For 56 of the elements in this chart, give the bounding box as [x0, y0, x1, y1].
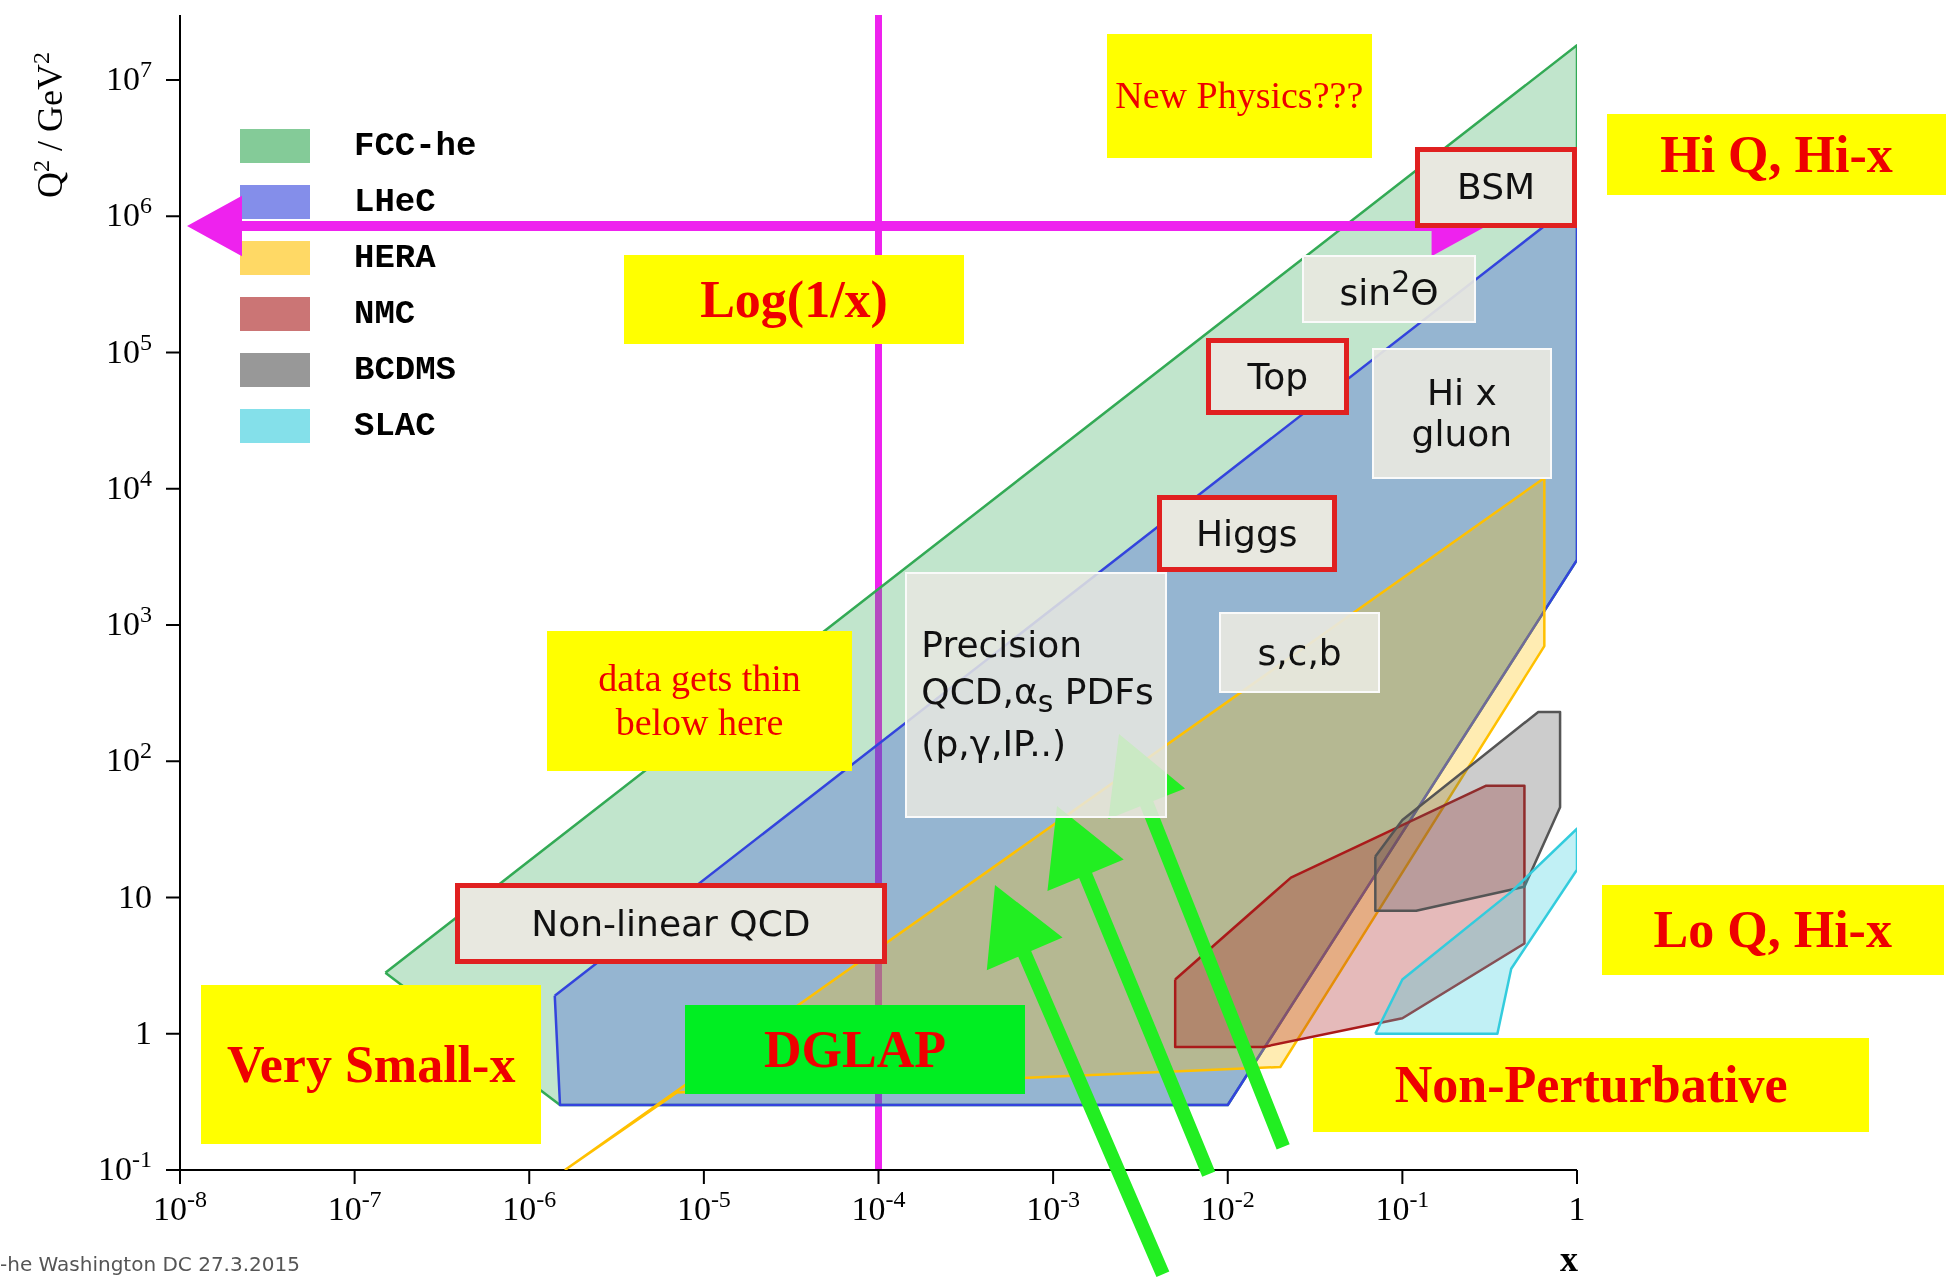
legend-label: LHeC: [354, 183, 436, 221]
x-tick-label: 10$^{-4}$: [851, 1186, 906, 1227]
y-tick-label: 10$^{7}$: [106, 56, 152, 98]
annotation: BSM: [1457, 166, 1536, 208]
callout-box: Hi x gluon: [1371, 348, 1552, 479]
callout-box: Very Small-x: [201, 984, 541, 1145]
y-tick-label: 10$^{2}$: [106, 737, 152, 779]
callout-box: Non-Perturbative: [1313, 1038, 1870, 1132]
annotation: DGLAP: [763, 1019, 946, 1080]
annotation: Precision QCD,α$_{s}$ PDFs (p,γ,IP..): [921, 623, 1155, 767]
callout-box: sin$^{2}$Θ: [1302, 254, 1477, 324]
annotation: Higgs: [1195, 512, 1298, 555]
x-axis-title: x: [1560, 1239, 1578, 1279]
callout-box: Log(1/x): [624, 254, 964, 345]
legend-label: SLAC: [354, 407, 436, 445]
x-tick-label: 10$^{-3}$: [1026, 1186, 1081, 1227]
callout-box: Higgs: [1156, 494, 1337, 573]
y-tick-label: 10: [118, 877, 152, 915]
callout-box: DGLAP: [685, 1004, 1025, 1095]
annotation: data gets thin below here: [597, 657, 802, 745]
legend-label: HERA: [354, 239, 436, 277]
callout-box: data gets thin below here: [547, 630, 852, 772]
callout-box: Top: [1206, 338, 1350, 416]
annotation: New Physics???: [1115, 73, 1364, 118]
legend-label: NMC: [354, 295, 416, 333]
annotation: Non-linear QCD: [531, 902, 811, 945]
callout-box: Non-linear QCD: [455, 882, 887, 964]
y-tick-label: 10$^{3}$: [106, 601, 152, 642]
callout-box: BSM: [1415, 146, 1577, 228]
annotation: Very Small-x: [227, 1034, 516, 1095]
y-tick-label: 10$^{5}$: [106, 328, 152, 370]
x-tick-label: 10$^{-5}$: [676, 1186, 731, 1227]
x-tick-label: 1: [1568, 1190, 1586, 1227]
y-tick-label: 1: [135, 1013, 152, 1051]
annotation: Hi x gluon: [1410, 372, 1514, 455]
text: -he Washington DC 27.3.2015: [0, 1252, 300, 1277]
x-tick-label: 10$^{-7}$: [327, 1186, 382, 1227]
legend-label: BCDMS: [354, 351, 457, 389]
x-tick-label: 10$^{-1}$: [1375, 1186, 1430, 1227]
annotation: Top: [1247, 356, 1309, 398]
legend-label: FCC-he: [354, 127, 477, 165]
x-tick-label: 10$^{-2}$: [1200, 1186, 1255, 1227]
annotation: s,c,b: [1257, 631, 1342, 673]
callout-box: s,c,b: [1218, 611, 1381, 693]
callout-box: Hi Q, Hi-x: [1606, 114, 1947, 196]
x-tick-label: 10$^{-8}$: [153, 1186, 207, 1227]
y-tick-label: 10$^{-1}$: [98, 1146, 152, 1187]
callout-box: Lo Q, Hi-x: [1601, 885, 1944, 975]
y-tick-label: 10$^{6}$: [106, 192, 152, 234]
x-tick-label: 10$^{-6}$: [502, 1186, 557, 1227]
annotation: Log(1/x): [700, 269, 888, 330]
y-tick-label: 10$^{4}$: [106, 464, 152, 506]
callout-box: Precision QCD,α$_{s}$ PDFs (p,γ,IP..): [905, 572, 1167, 819]
annotation: sin$^{2}$Θ: [1339, 263, 1439, 314]
annotation: Non-Perturbative: [1394, 1055, 1788, 1115]
callout-box: New Physics???: [1106, 33, 1372, 158]
